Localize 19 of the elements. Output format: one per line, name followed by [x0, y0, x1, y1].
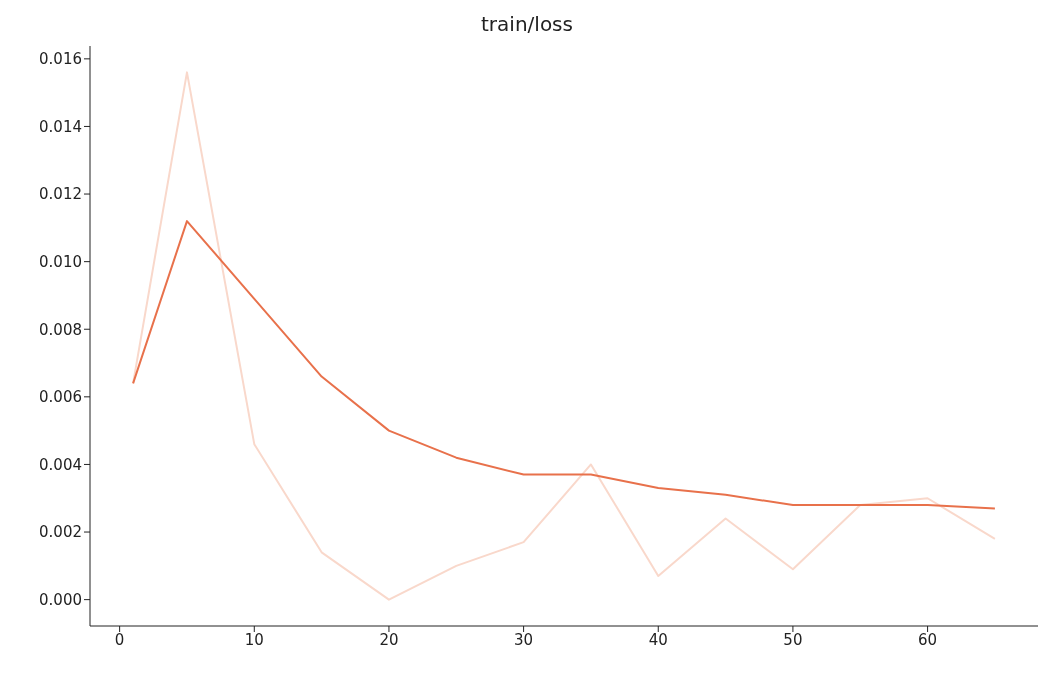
chart-title: train/loss — [480, 12, 574, 36]
y-tick-label: 0.012 — [39, 185, 82, 204]
y-tick-label: 0.002 — [39, 523, 82, 542]
y-tick-label: 0.014 — [39, 117, 82, 136]
x-tick-label: 60 — [918, 630, 938, 649]
x-tick-label: 40 — [648, 630, 668, 649]
x-tick-label: 0 — [114, 630, 125, 649]
y-tick-label: 0.006 — [39, 388, 82, 407]
x-tick-label: 10 — [244, 630, 264, 649]
x-tick-label: 20 — [379, 630, 399, 649]
y-tick-label: 0.000 — [39, 590, 82, 609]
y-tick-label: 0.016 — [39, 50, 82, 69]
y-tick-label: 0.004 — [39, 455, 82, 474]
line-series — [132, 220, 996, 510]
y-tick-label: 0.008 — [39, 320, 82, 339]
line-series — [132, 71, 996, 601]
x-tick-label: 30 — [514, 630, 534, 649]
x-tick-label: 50 — [783, 630, 803, 649]
y-tick-label: 0.010 — [39, 252, 82, 271]
